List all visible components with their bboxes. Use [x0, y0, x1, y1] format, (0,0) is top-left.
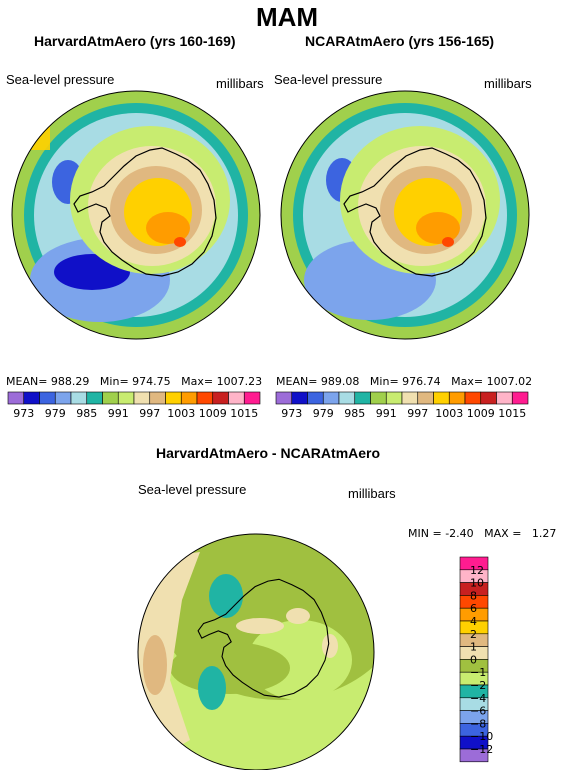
panel-right-colorbar-swatch [291, 391, 308, 405]
figure-title: MAM [255, 2, 319, 32]
panel-left-colorbar-tick-label: 997 [139, 407, 160, 420]
diff-panel-colorbar-tick-label: −8 [470, 717, 486, 730]
panel-right-colorbar-tick-label: 973 [281, 407, 302, 420]
panel-right-colorbar-tick-label: 1003 [435, 407, 463, 420]
panel-left-colorbar-swatch [149, 391, 166, 405]
panel-left-border [11, 90, 261, 340]
panel-right-colorbar-tick-label: 997 [407, 407, 428, 420]
diff-panel-colorbar-tick-label: 6 [470, 602, 477, 615]
panel-left-colorbar-swatch [212, 391, 229, 405]
panel-right-mean: 989.08 [320, 375, 360, 388]
panel-right-colorbar-swatch [511, 391, 529, 405]
panel-right-title: NCARAtmAero (yrs 156-165) [305, 33, 495, 49]
diff-panel-min: -2.40 [445, 527, 474, 540]
panel-right-map [280, 90, 530, 340]
panel-right-colorbar-tick-label: 985 [344, 407, 365, 420]
panel-left-colorbar-swatch [7, 391, 25, 405]
panel-right-colorbar-swatch [496, 391, 513, 405]
panel-left-mean: 988.29 [50, 375, 90, 388]
diff-panel-colorbar-tick-label: 10 [470, 577, 484, 590]
panel-right-colorbar-tick-label: 979 [313, 407, 334, 420]
diff-panel-colorbar-tick-label: −2 [470, 679, 486, 692]
panel-right-colorbar-tick-label: 991 [376, 407, 397, 420]
diff-panel-colorbar-tick-label: −1 [470, 666, 486, 679]
panel-left-colorbar-swatch [243, 391, 261, 405]
panel-right-colorbar-swatch [307, 391, 324, 405]
diff-panel-contours [138, 534, 374, 770]
panel-right-colorbar-swatch [275, 391, 293, 405]
panel-left-colorbar-tick-label: 991 [108, 407, 129, 420]
diff-panel-colorbar-tick-label: −10 [470, 730, 493, 743]
panel-left-colorbar-tick-label: 1015 [230, 407, 258, 420]
panel-left-colorbar-swatch [228, 391, 245, 405]
panel-left-max: 1007.23 [216, 375, 263, 388]
panel-right-colorbar-swatch [480, 391, 497, 405]
panel-right-colorbar-swatch [464, 391, 482, 405]
diff-panel-colorbar-tick-label: 4 [470, 615, 477, 628]
panel-right-colorbar-swatch [385, 391, 403, 405]
panel-right-max: 1007.02 [486, 375, 533, 388]
diff-panel-units: millibars [348, 486, 396, 501]
panel-left-colorbar-swatch [196, 391, 214, 405]
panel-left-colorbar-swatch [133, 391, 151, 405]
diff-panel-colorbar-tick-label: −12 [470, 743, 493, 756]
panel-right-contours [281, 91, 529, 339]
panel-right-colorbar-swatch [417, 391, 434, 405]
panel-left-variable: Sea-level pressure [6, 72, 115, 87]
panel-right-colorbar-swatch [338, 391, 356, 405]
panel-right-colorbar-swatch [401, 391, 419, 405]
panel-left-colorbar-swatch [165, 391, 182, 405]
panel-right-min: 976.74 [402, 375, 441, 388]
diff-panel-colorbar-tick-label: 12 [470, 564, 484, 577]
panel-left-colorbar-tick-label: 1003 [167, 407, 195, 420]
diff-panel-variable: Sea-level pressure [138, 482, 247, 497]
panel-right-border [280, 90, 530, 340]
panel-left-colorbar-tick-label: 1009 [199, 407, 227, 420]
panel-left-colorbar-swatch [70, 391, 88, 405]
panel-left-contours [12, 91, 260, 339]
panel-right-colorbar-swatch [370, 391, 387, 405]
diff-panel-colorbar-tick-label: 1 [470, 641, 477, 654]
diff-panel-colorbar-swatch [459, 748, 489, 763]
diff-panel-colorbar-tick-label: 8 [470, 589, 477, 602]
panel-left-colorbar-swatch [54, 391, 72, 405]
diff-panel-colorbar-tick-label: 2 [470, 628, 477, 641]
panel-right-colorbar-swatch [433, 391, 450, 405]
diff-panel-border [137, 533, 375, 770]
diff-panel-stats: MIN = -2.40 MAX = 1.27 [408, 527, 557, 540]
panel-right-units: millibars [484, 76, 532, 91]
panel-left-colorbar-swatch [86, 391, 103, 405]
panel-left-colorbar: 973 979 985 991 997 1003 1009 1015 [7, 391, 261, 420]
diff-panel-map [137, 533, 375, 770]
diff-panel-colorbar-tick-label: −4 [470, 692, 486, 705]
diff-panel-colorbar-tick-label: −6 [470, 705, 486, 718]
panel-right-variable: Sea-level pressure [274, 72, 383, 87]
panel-left-units: millibars [216, 76, 264, 91]
panel-right-colorbar: 973 979 985 991 997 1003 1009 1015 [275, 391, 529, 420]
panel-right-colorbar-tick-label: 1015 [498, 407, 526, 420]
panel-left-min: 974.75 [132, 375, 171, 388]
panel-left-map [11, 90, 261, 340]
panel-left-colorbar-tick-label: 985 [76, 407, 97, 420]
panel-left-colorbar-tick-label: 973 [13, 407, 34, 420]
panel-left-colorbar-swatch [23, 391, 40, 405]
panel-left-colorbar-swatch [117, 391, 135, 405]
diff-panel-max: 1.27 [531, 527, 557, 540]
panel-left-stats: MEAN= 988.29 Min= 974.75 Max= 1007.23 [6, 375, 263, 388]
panel-left-title: HarvardAtmAero (yrs 160-169) [34, 33, 236, 49]
panel-right-colorbar-swatch [448, 391, 466, 405]
panel-right-stats: MEAN= 989.08 Min= 976.74 Max= 1007.02 [276, 375, 533, 388]
panel-left-colorbar-swatch [39, 391, 56, 405]
diff-panel-title: HarvardAtmAero - NCARAtmAero [156, 445, 381, 461]
panel-left-colorbar-tick-label: 979 [45, 407, 66, 420]
diff-panel-colorbar-tick-label: 0 [470, 653, 477, 666]
panel-left-colorbar-swatch [102, 391, 119, 405]
panel-right-colorbar-swatch [322, 391, 340, 405]
panel-left-colorbar-swatch [180, 391, 198, 405]
panel-right-colorbar-swatch [354, 391, 371, 405]
panel-right-colorbar-tick-label: 1009 [467, 407, 495, 420]
